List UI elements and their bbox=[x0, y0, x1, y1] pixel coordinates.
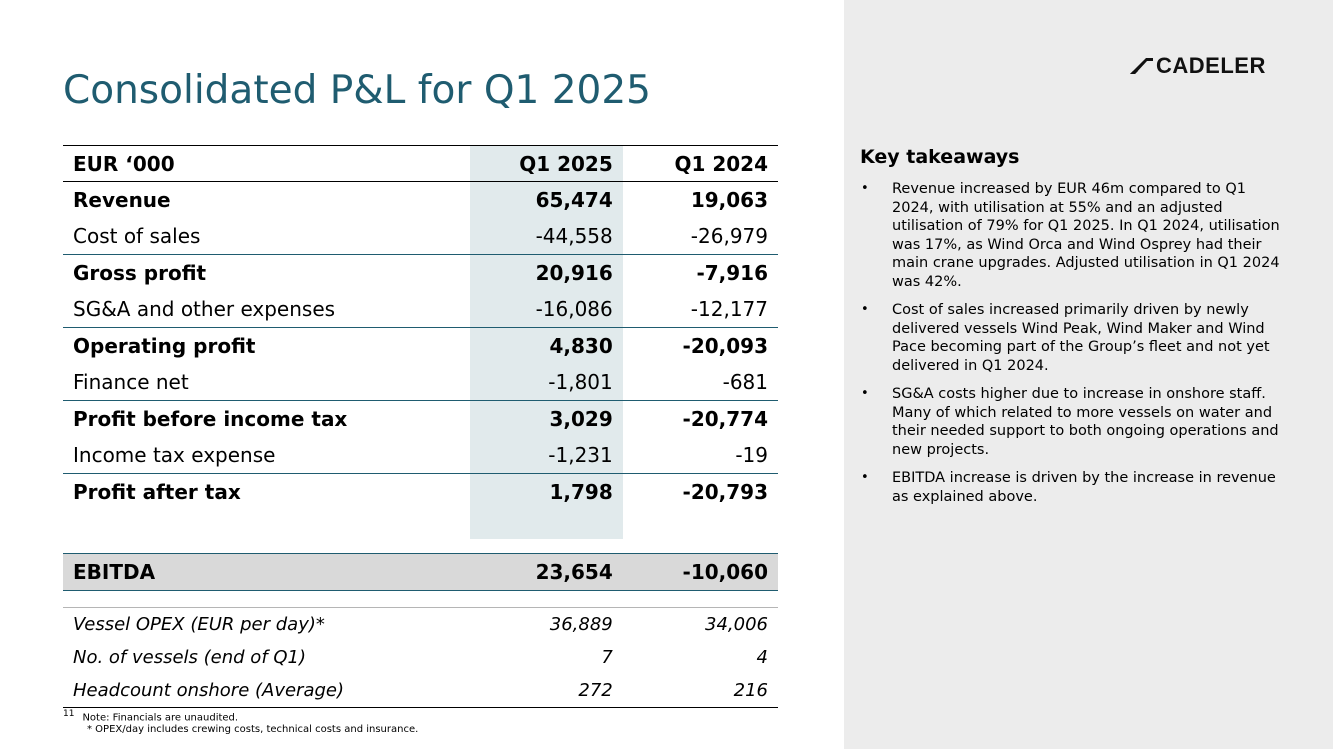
value-q1-2025: 65,474 bbox=[535, 188, 613, 212]
table-row-profit-after-tax: Profit after tax 1,798 -20,793 bbox=[63, 474, 778, 511]
footnote-line-1: Note: Financials are unaudited. bbox=[82, 712, 239, 724]
table-row-operating-profit: Operating profit 4,830 -20,093 bbox=[63, 328, 778, 365]
row-label: Profit after tax bbox=[73, 480, 241, 504]
value-q1-2025: 272 bbox=[469, 674, 623, 708]
value-q1-2024: 34,006 bbox=[622, 607, 778, 641]
table-row-headcount: Headcount onshore (Average) 272 216 bbox=[63, 674, 778, 708]
value-q1-2024: -20,774 bbox=[682, 407, 768, 431]
row-label: SG&A and other expenses bbox=[63, 291, 470, 328]
takeaways-list: Revenue increased by EUR 46m compared to… bbox=[860, 180, 1280, 506]
table-row-sga: SG&A and other expenses -16,086 -12,177 bbox=[63, 291, 778, 328]
table-row-finance-net: Finance net -1,801 -681 bbox=[63, 364, 778, 401]
value-q1-2024: -7,916 bbox=[696, 261, 768, 285]
key-takeaways: Key takeaways Revenue increased by EUR 4… bbox=[860, 146, 1280, 516]
row-label: No. of vessels (end of Q1) bbox=[73, 647, 307, 668]
footnote: 11 Note: Financials are unaudited. * OPEX… bbox=[63, 708, 418, 736]
row-label: Headcount onshore (Average) bbox=[63, 674, 470, 708]
list-item: Cost of sales increased primarily driven… bbox=[860, 301, 1280, 375]
company-logo: CADELER bbox=[1128, 52, 1266, 80]
value-q1-2024: 4 bbox=[756, 647, 768, 668]
value-q1-2025: 3,029 bbox=[549, 407, 613, 431]
row-label: Vessel OPEX (EUR per day)* bbox=[63, 607, 470, 641]
column-header: Q1 2024 bbox=[622, 145, 778, 182]
value-q1-2024: -12,177 bbox=[622, 291, 778, 328]
value-q1-2025: 7 bbox=[601, 647, 613, 668]
table-row-vessel-count: No. of vessels (end of Q1) 7 4 bbox=[63, 641, 778, 674]
table-gap bbox=[63, 591, 778, 608]
table-spacer bbox=[63, 510, 778, 554]
logo-mark-icon bbox=[1130, 58, 1153, 74]
value-q1-2024: -681 bbox=[622, 364, 778, 401]
value-q1-2025: 36,889 bbox=[469, 607, 623, 641]
value-q1-2025: 4,830 bbox=[549, 334, 613, 358]
table-row-ebitda: EBITDA 23,654 -10,060 bbox=[63, 553, 778, 591]
value-q1-2024: -26,979 bbox=[622, 218, 778, 255]
takeaways-heading: Key takeaways bbox=[860, 146, 1020, 168]
value-q1-2024: -10,060 bbox=[622, 553, 778, 591]
footnote-line-2: * OPEX/day includes crewing costs, techn… bbox=[87, 724, 419, 736]
table-row-profit-before-tax: Profit before income tax 3,029 -20,774 bbox=[63, 401, 778, 438]
value-q1-2025: -1,801 bbox=[469, 364, 623, 401]
value-q1-2025: 1,798 bbox=[549, 480, 613, 504]
value-q1-2025: -44,558 bbox=[469, 218, 623, 255]
value-q1-2024: -19 bbox=[622, 437, 778, 474]
table-row-gross-profit: Gross profit 20,916 -7,916 bbox=[63, 255, 778, 292]
table-row-cost-of-sales: Cost of sales -44,558 -26,979 bbox=[63, 218, 778, 255]
table-row-vessel-opex: Vessel OPEX (EUR per day)* 36,889 34,006 bbox=[63, 607, 778, 641]
list-item: EBITDA increase is driven by the increas… bbox=[860, 469, 1280, 506]
table-row-revenue: Revenue 65,474 19,063 bbox=[63, 182, 778, 219]
row-label: Finance net bbox=[63, 364, 470, 401]
q1-2025-highlight-column bbox=[470, 146, 623, 539]
value-q1-2025: -16,086 bbox=[469, 291, 623, 328]
value-q1-2024: -20,093 bbox=[682, 334, 768, 358]
row-label: Income tax expense bbox=[63, 437, 470, 474]
pnl-table: EUR ‘000 Q1 2025 Q1 2024 Revenue 65,474 … bbox=[63, 145, 778, 708]
row-label: Cost of sales bbox=[63, 218, 470, 255]
page-title: Consolidated P&L for Q1 2025 bbox=[63, 68, 651, 114]
table-row-income-tax: Income tax expense -1,231 -19 bbox=[63, 437, 778, 474]
column-header: Q1 2025 bbox=[469, 145, 623, 182]
value-q1-2024: 216 bbox=[622, 674, 778, 708]
list-item: Revenue increased by EUR 46m compared to… bbox=[860, 180, 1280, 291]
table-header-row: EUR ‘000 Q1 2025 Q1 2024 bbox=[63, 145, 778, 182]
logo-text: CADELER bbox=[1156, 53, 1266, 78]
column-header: EUR ‘000 bbox=[63, 145, 470, 182]
value-q1-2024: 19,063 bbox=[690, 188, 768, 212]
value-q1-2024: -20,793 bbox=[682, 480, 768, 504]
row-label: Profit before income tax bbox=[73, 407, 348, 431]
row-label: EBITDA bbox=[63, 553, 470, 591]
list-item: SG&A costs higher due to increase in ons… bbox=[860, 385, 1280, 459]
row-label: Operating profit bbox=[73, 334, 256, 358]
row-label: Gross profit bbox=[73, 261, 207, 285]
row-label: Revenue bbox=[73, 188, 171, 212]
pnl-table-container: EUR ‘000 Q1 2025 Q1 2024 Revenue 65,474 … bbox=[63, 145, 778, 708]
page-number: 11 bbox=[63, 709, 75, 719]
value-q1-2025: 23,654 bbox=[469, 553, 623, 591]
value-q1-2025: -1,231 bbox=[469, 437, 623, 474]
value-q1-2025: 20,916 bbox=[535, 261, 613, 285]
